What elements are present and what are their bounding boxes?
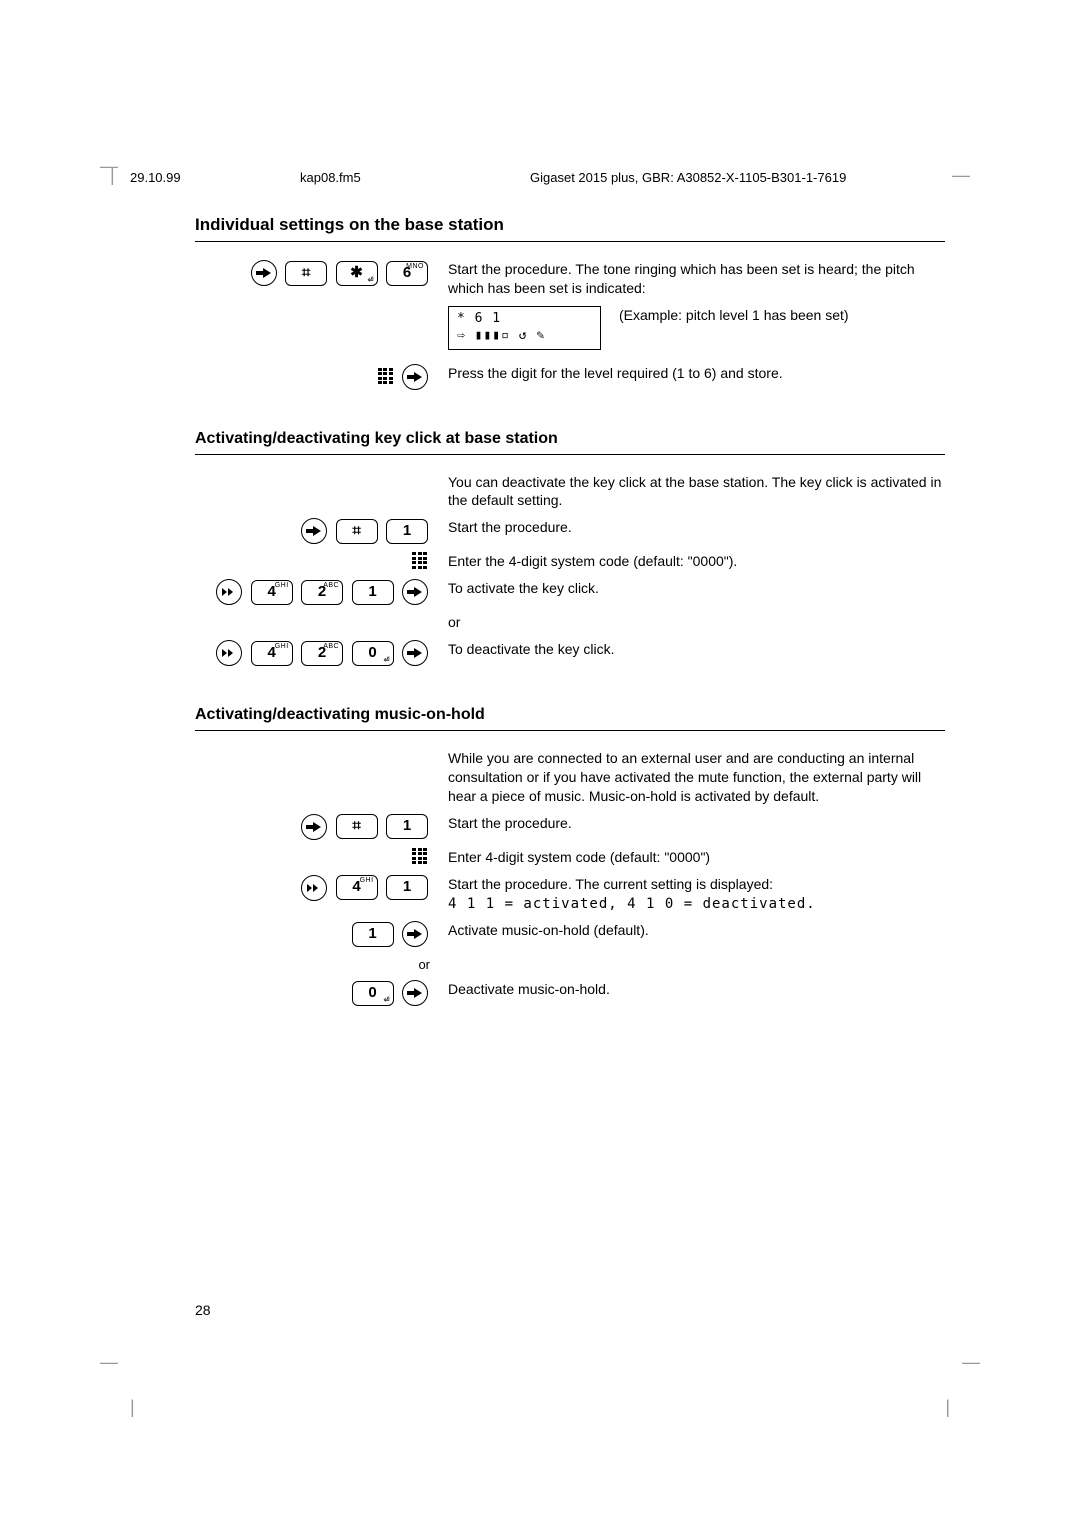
display-line1: * 6 1 <box>457 311 592 328</box>
step1-keys: ⌗ ✱⏎ MNO6 <box>195 260 448 286</box>
s3-step2: Enter 4-digit system code (default: "000… <box>448 848 945 867</box>
star-key: ✱⏎ <box>336 261 378 286</box>
header-doc: Gigaset 2015 plus, GBR: A30852-X-1105-B3… <box>530 170 950 185</box>
s3-step3: Start the procedure. The current setting… <box>448 875 945 914</box>
s2-step4: To deactivate the key click. <box>448 640 945 659</box>
store-icon <box>301 518 327 544</box>
s2-step2-keys <box>195 552 448 570</box>
keypad-icon <box>412 848 430 866</box>
key-1: 1 <box>386 814 428 839</box>
s3-step2-keys <box>195 848 448 866</box>
section-rule <box>195 241 945 242</box>
store-icon <box>402 579 428 605</box>
crop-mark: — <box>100 156 118 177</box>
redial-icon <box>216 579 242 605</box>
crop-mark: — <box>962 1352 980 1373</box>
key-4: GHI4 <box>251 641 293 666</box>
section3-title: Activating/deactivating music-on-hold <box>195 706 945 724</box>
keypad-icon <box>378 368 396 386</box>
s3-step5: Deactivate music-on-hold. <box>448 980 945 999</box>
key-1: 1 <box>352 580 394 605</box>
crop-mark: — <box>100 1352 118 1373</box>
section3-intro: While you are connected to an external u… <box>448 749 945 806</box>
s2-step2: Enter the 4-digit system code (default: … <box>448 552 945 571</box>
s3-step1: Start the procedure. <box>448 814 945 833</box>
key-1: 1 <box>386 519 428 544</box>
store-icon <box>402 980 428 1006</box>
store-icon <box>402 640 428 666</box>
keypad-icon <box>412 552 430 570</box>
s3-step4-keys: 1 <box>195 921 448 947</box>
crop-mark: | <box>130 1397 135 1418</box>
display-row: * 6 1 ⇨ ▮▮▮▫ ↺ ✎ (Example: pitch level 1… <box>448 306 945 350</box>
s3-step4: Activate music-on-hold (default). <box>448 921 945 940</box>
display-note: (Example: pitch level 1 has been set) <box>619 306 849 325</box>
s2-step4-keys: GHI4 ABC2 0⏎ <box>195 640 448 666</box>
step2-keys <box>195 364 448 390</box>
hash-key: ⌗ <box>285 261 327 286</box>
store-icon <box>402 921 428 947</box>
redial-icon <box>301 875 327 901</box>
s3-step1-keys: ⌗ 1 <box>195 814 448 840</box>
store-icon <box>402 364 428 390</box>
key-6: MNO6 <box>386 261 428 286</box>
display-box: * 6 1 ⇨ ▮▮▮▫ ↺ ✎ <box>448 306 601 350</box>
section2-title: Activating/deactivating key click at bas… <box>195 430 945 448</box>
display-line2: ⇨ ▮▮▮▫ ↺ ✎ <box>457 328 592 345</box>
s3-step5-keys: 0⏎ <box>195 980 448 1006</box>
section-rule <box>195 454 945 455</box>
s2-step1-keys: ⌗ 1 <box>195 518 448 544</box>
step2-text: Press the digit for the level required (… <box>448 364 945 383</box>
key-4: GHI4 <box>251 580 293 605</box>
section-rule <box>195 730 945 731</box>
store-icon <box>301 814 327 840</box>
store-icon <box>251 260 277 286</box>
step1-text: Start the procedure. The tone ringing wh… <box>448 260 945 298</box>
key-2: ABC2 <box>301 641 343 666</box>
hash-key: ⌗ <box>336 814 378 839</box>
s3-step3-keys: GHI4 1 <box>195 875 448 901</box>
header: 29.10.99 kap08.fm5 Gigaset 2015 plus, GB… <box>130 170 950 185</box>
key-0: 0⏎ <box>352 981 394 1006</box>
header-date: 29.10.99 <box>130 170 300 185</box>
crop-mark: — <box>952 165 970 186</box>
s2-step3: To activate the key click. <box>448 579 945 598</box>
key-0: 0⏎ <box>352 641 394 666</box>
s3-or: or <box>195 955 448 972</box>
page-number: 28 <box>195 1302 211 1318</box>
key-1: 1 <box>386 875 428 900</box>
section2-intro: You can deactivate the key click at the … <box>448 473 945 511</box>
s2-step1: Start the procedure. <box>448 518 945 537</box>
section1-title: Individual settings on the base station <box>195 215 945 235</box>
key-4: GHI4 <box>336 875 378 900</box>
redial-icon <box>216 640 242 666</box>
header-file: kap08.fm5 <box>300 170 530 185</box>
hash-key: ⌗ <box>336 519 378 544</box>
crop-mark: | <box>945 1397 950 1418</box>
key-2: ABC2 <box>301 580 343 605</box>
s2-step3-keys: GHI4 ABC2 1 <box>195 579 448 605</box>
s2-or: or <box>448 613 945 632</box>
key-1: 1 <box>352 922 394 947</box>
